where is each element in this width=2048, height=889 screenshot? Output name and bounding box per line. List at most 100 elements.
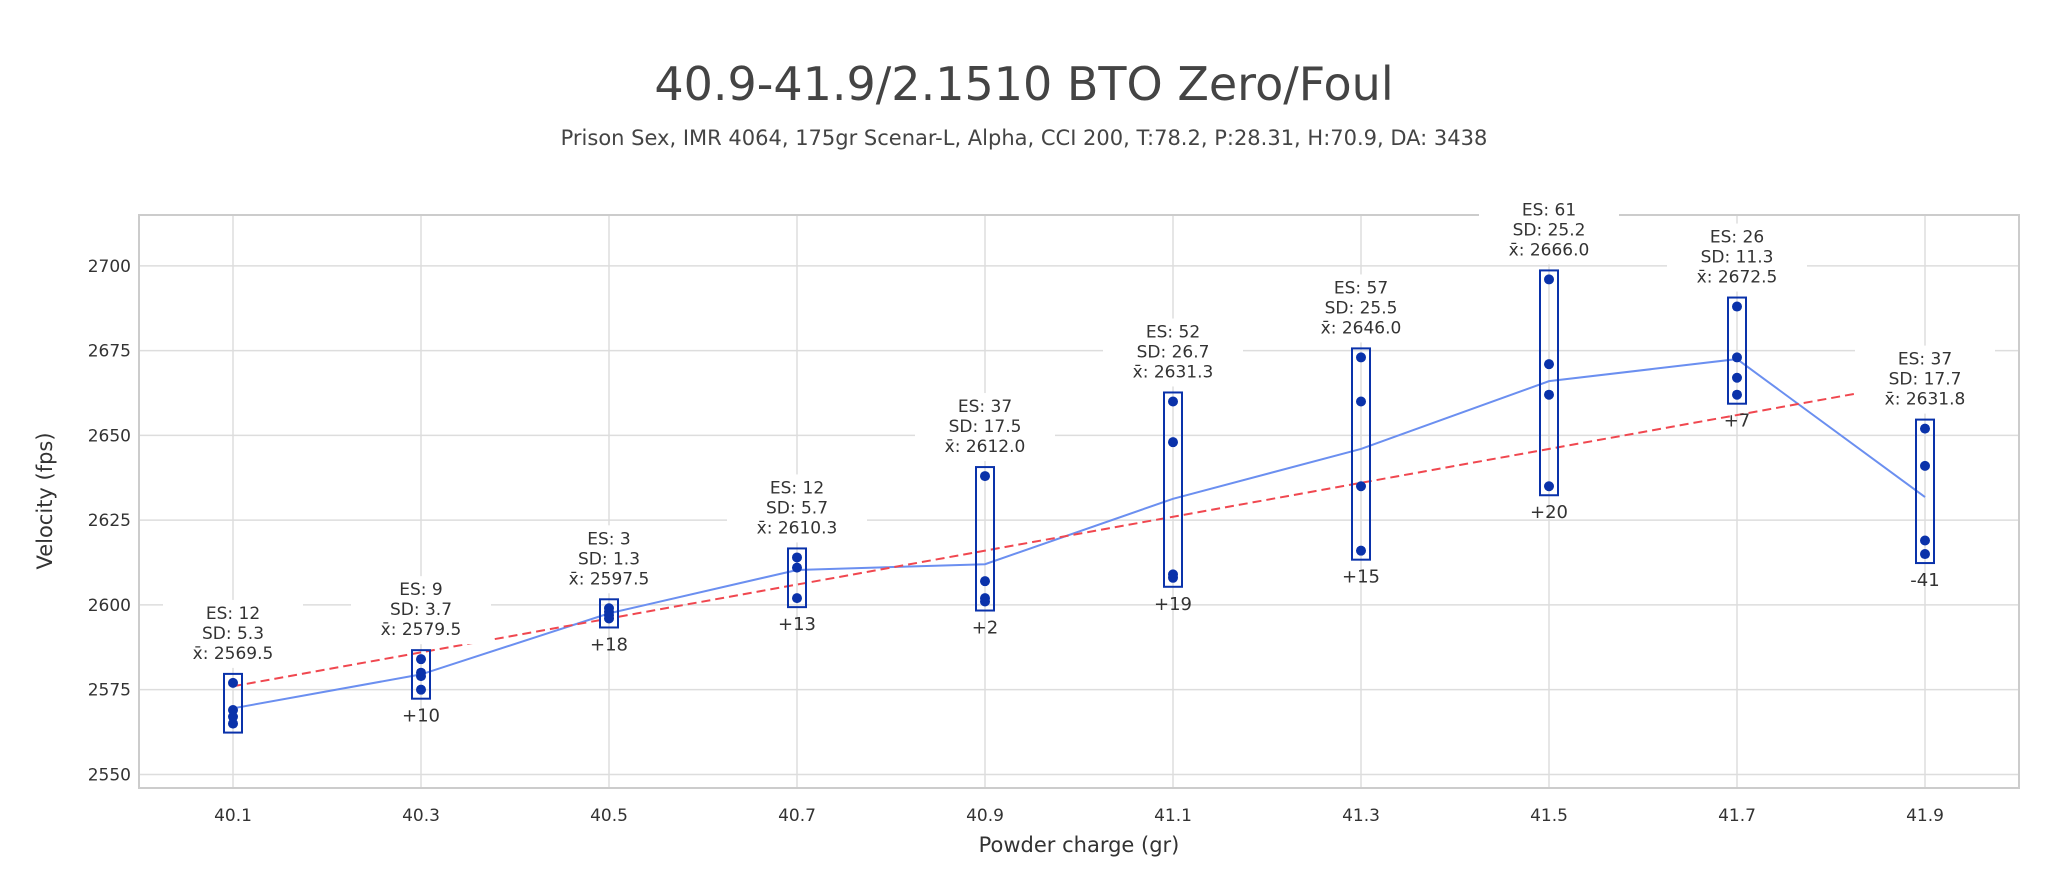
shot-point	[416, 671, 426, 682]
mean-delta-label: +19	[1154, 594, 1192, 615]
shot-point	[416, 654, 426, 665]
mean-label: x̄: 2631.3	[1133, 362, 1214, 382]
es-label: ES: 52	[1146, 322, 1200, 342]
shot-spread-box	[599, 598, 619, 629]
mean-delta-label: +18	[590, 634, 628, 655]
shot-spread-box	[787, 547, 807, 609]
es-label: ES: 57	[1334, 278, 1388, 298]
sd-label: SD: 17.5	[949, 417, 1022, 437]
y-tick-label: 2675	[88, 342, 131, 362]
shot-point	[1920, 549, 1930, 560]
mean-delta-label: +7	[1724, 411, 1751, 432]
mean-delta-label: +13	[778, 614, 816, 635]
x-tick-label: 41.1	[1154, 806, 1192, 826]
chart-title: 40.9-41.9/2.1510 BTO Zero/Foul	[654, 57, 1393, 111]
plot-area-frame	[138, 214, 2020, 789]
y-tick-label: 2600	[88, 596, 131, 616]
stat-label-background	[539, 525, 679, 594]
shot-point	[1168, 437, 1178, 448]
shot-spread-box	[975, 466, 995, 612]
x-tick-label: 41.7	[1718, 806, 1756, 826]
shot-point	[1168, 572, 1178, 583]
es-label: ES: 12	[206, 604, 260, 624]
y-tick-label: 2650	[88, 426, 131, 446]
shot-group: ES: 9SD: 3.7x̄: 2579.5 +10	[351, 576, 491, 727]
shot-point	[980, 596, 990, 607]
sd-label: SD: 26.7	[1137, 342, 1210, 362]
stat-label-background	[915, 393, 1055, 462]
shot-point	[228, 677, 238, 688]
x-tick-label: 40.1	[214, 806, 252, 826]
mean-label: x̄: 2666.0	[1509, 240, 1590, 260]
x-axis-ticks: 40.1 40.3 40.5 40.7 40.9 41.1 41.3 41.5 41.7 41.9	[214, 806, 1944, 826]
shot-point	[1356, 545, 1366, 556]
shot-point	[1732, 389, 1742, 400]
mean-velocity-line	[232, 358, 1926, 710]
stat-label-background	[1291, 274, 1431, 343]
shot-group: ES: 3SD: 1.3x̄: 2597.5 +18	[539, 525, 679, 655]
es-label: ES: 61	[1522, 200, 1576, 220]
es-label: ES: 12	[770, 478, 824, 498]
shot-spread-box	[1539, 269, 1559, 497]
y-tick-label: 2550	[88, 765, 131, 785]
lines	[232, 358, 1926, 710]
sd-label: SD: 17.7	[1889, 370, 1962, 390]
x-tick-label: 41.3	[1342, 806, 1380, 826]
mean-label: x̄: 2569.5	[193, 644, 274, 664]
shot-point	[1356, 396, 1366, 407]
mean-delta-label: +15	[1342, 567, 1380, 588]
x-axis-label: Powder charge (gr)	[979, 833, 1180, 857]
x-tick-label: 40.5	[590, 806, 628, 826]
stat-label-background	[727, 474, 867, 543]
shot-point	[1544, 274, 1554, 285]
y-tick-label: 2575	[88, 681, 131, 701]
shot-point	[1732, 372, 1742, 383]
shot-point	[416, 684, 426, 695]
mean-label: x̄: 2612.0	[945, 437, 1026, 457]
sd-label: SD: 3.7	[390, 600, 452, 620]
mean-delta-label: +10	[402, 706, 440, 727]
stat-label-background	[1103, 318, 1243, 387]
shot-point	[980, 471, 990, 482]
shot-point	[228, 718, 238, 729]
mean-label: x̄: 2610.3	[757, 518, 838, 538]
shot-point	[604, 613, 614, 624]
es-label: ES: 37	[1898, 350, 1952, 370]
x-tick-label: 40.9	[966, 806, 1004, 826]
shot-point	[1920, 535, 1930, 546]
shot-point	[1732, 301, 1742, 312]
mean-label: x̄: 2597.5	[569, 569, 650, 589]
stat-label-background	[351, 576, 491, 645]
shot-point	[1168, 396, 1178, 407]
shot-point	[980, 576, 990, 587]
sd-label: SD: 5.3	[202, 624, 264, 644]
y-axis-label: Velocity (fps)	[33, 432, 57, 569]
stat-label-background	[1855, 345, 1995, 414]
x-tick-label: 41.9	[1906, 806, 1944, 826]
grid	[139, 215, 2019, 788]
shot-point	[792, 562, 802, 573]
shot-point	[1356, 481, 1366, 492]
mean-label: x̄: 2579.5	[381, 620, 462, 640]
shot-spread-box	[1163, 391, 1183, 588]
y-tick-label: 2700	[88, 257, 131, 277]
mean-label: x̄: 2646.0	[1321, 318, 1402, 338]
x-tick-label: 40.3	[402, 806, 440, 826]
shot-spread-box	[1727, 296, 1747, 405]
stat-label-background	[1667, 223, 1807, 292]
mean-delta-label: -41	[1910, 570, 1939, 591]
shot-spread-box	[223, 672, 243, 734]
chart-subtitle: Prison Sex, IMR 4064, 175gr Scenar-L, Al…	[561, 126, 1488, 150]
es-label: ES: 26	[1710, 228, 1764, 248]
shot-point	[792, 593, 802, 604]
y-axis-ticks: 2550 2575 2600 2625 2650 2675 2700	[88, 257, 131, 786]
